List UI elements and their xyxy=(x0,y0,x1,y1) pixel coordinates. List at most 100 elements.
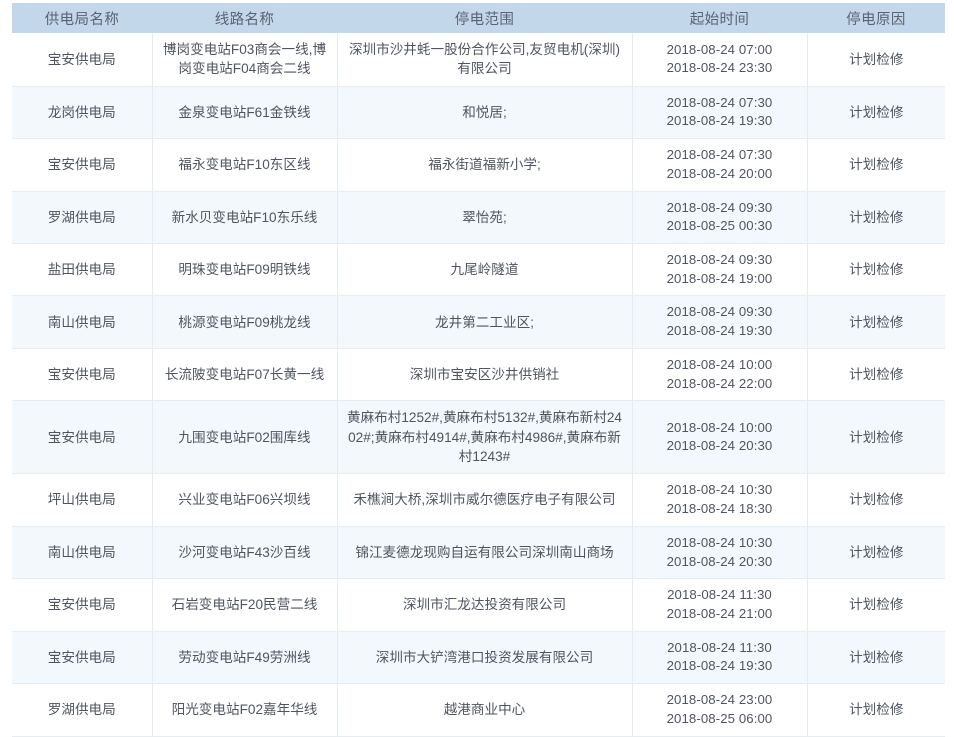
table-row: 坪山供电局 兴业变电站F06兴坝线 禾樵涧大桥,深圳市威尔德医疗电子有限公司 2018… xyxy=(12,473,945,527)
cell-reason: 计划检修 xyxy=(807,348,945,402)
cell-reason: 计划检修 xyxy=(807,683,945,737)
cell-time: 2018-08-24 11:30 2018-08-24 19:30 xyxy=(632,631,808,685)
cell-line: 博岗变电站F03商会一线,博岗变电站F04商会二线 xyxy=(152,33,338,87)
outage-end-time: 2018-08-24 22:00 xyxy=(666,375,773,391)
cell-line: 长流陂变电站F07长黄一线 xyxy=(152,348,338,402)
table-header: 供电局名称 线路名称 停电范围 起始时间 停电原因 xyxy=(12,3,945,33)
table-row: 宝安供电局 长流陂变电站F07长黄一线 深圳市宝安区沙井供销社 2018-08-24 … xyxy=(12,348,945,402)
outage-start-time: 2018-08-24 07:30 xyxy=(666,94,773,110)
cell-bureau: 盐田供电局 xyxy=(12,243,153,297)
outage-end-time: 2018-08-24 19:30 xyxy=(666,658,773,674)
cell-time: 2018-08-24 09:30 2018-08-25 00:30 xyxy=(632,191,808,245)
cell-bureau: 罗湖供电局 xyxy=(12,683,153,737)
cell-bureau: 宝安供电局 xyxy=(12,348,153,402)
outage-end-time: 2018-08-25 06:00 xyxy=(666,710,773,726)
cell-reason: 计划检修 xyxy=(807,86,945,140)
outage-end-time: 2018-08-24 20:30 xyxy=(666,553,773,569)
cell-line: 金泉变电站F61金铁线 xyxy=(152,86,338,140)
cell-reason: 计划检修 xyxy=(807,578,945,632)
cell-line: 新水贝变电站F10东乐线 xyxy=(152,191,338,245)
cell-bureau: 宝安供电局 xyxy=(12,33,153,87)
outage-start-time: 2018-08-24 23:00 xyxy=(666,692,773,708)
cell-bureau: 宝安供电局 xyxy=(12,631,153,685)
table-row: 南山供电局 沙河变电站F43沙百线 锦江麦德龙现购自运有限公司深圳南山商场 2018-… xyxy=(12,526,945,580)
outage-start-time: 2018-08-24 07:00 xyxy=(666,41,773,57)
cell-scope: 越港商业中心 xyxy=(337,683,633,737)
cell-scope: 黄麻布村1252#,黄麻布村5132#,黄麻布新村2402#;黄麻布村4914#… xyxy=(337,400,633,475)
cell-time: 2018-08-24 07:30 2018-08-24 19:30 xyxy=(632,86,808,140)
cell-time: 2018-08-24 23:00 2018-08-25 06:00 xyxy=(632,683,808,737)
cell-time: 2018-08-24 11:30 2018-08-24 21:00 xyxy=(632,578,808,632)
cell-bureau: 坪山供电局 xyxy=(12,473,153,527)
cell-scope: 福永街道福新小学; xyxy=(337,138,633,192)
cell-reason: 计划检修 xyxy=(807,138,945,192)
outage-end-time: 2018-08-25 00:30 xyxy=(666,218,773,234)
cell-line: 九围变电站F02围库线 xyxy=(152,400,338,475)
cell-bureau: 宝安供电局 xyxy=(12,138,153,192)
cell-reason: 计划检修 xyxy=(807,526,945,580)
cell-time: 2018-08-24 10:00 2018-08-24 22:00 xyxy=(632,348,808,402)
cell-scope: 九尾岭隧道 xyxy=(337,243,633,297)
cell-line: 阳光变电站F02嘉年华线 xyxy=(152,683,338,737)
outage-end-time: 2018-08-24 19:30 xyxy=(666,323,773,339)
outage-start-time: 2018-08-24 10:30 xyxy=(666,482,773,498)
outage-end-time: 2018-08-24 21:00 xyxy=(666,605,773,621)
outage-start-time: 2018-08-24 11:30 xyxy=(667,587,772,603)
cell-time: 2018-08-24 07:30 2018-08-24 20:00 xyxy=(632,138,808,192)
table-row: 宝安供电局 九围变电站F02围库线 黄麻布村1252#,黄麻布村5132#,黄麻布新… xyxy=(12,400,945,475)
table-row: 宝安供电局 福永变电站F10东区线 福永街道福新小学; 2018-08-24 07:3… xyxy=(12,138,945,192)
outage-end-time: 2018-08-24 20:30 xyxy=(666,438,773,454)
cell-bureau: 宝安供电局 xyxy=(12,400,153,475)
column-header-reason: 停电原因 xyxy=(807,3,945,33)
cell-reason: 计划检修 xyxy=(807,473,945,527)
cell-reason: 计划检修 xyxy=(807,631,945,685)
cell-time: 2018-08-24 07:00 2018-08-24 23:30 xyxy=(632,33,808,87)
cell-scope: 和悦居; xyxy=(337,86,633,140)
column-header-time: 起始时间 xyxy=(632,3,807,33)
outage-start-time: 2018-08-24 09:30 xyxy=(666,199,773,215)
table-row: 南山供电局 桃源变电站F09桃龙线 龙井第二工业区; 2018-08-24 09:30… xyxy=(12,295,945,349)
cell-scope: 翠怡苑; xyxy=(337,191,633,245)
outage-start-time: 2018-08-24 10:00 xyxy=(666,419,773,435)
cell-bureau: 南山供电局 xyxy=(12,526,153,580)
outage-end-time: 2018-08-24 19:00 xyxy=(666,270,773,286)
table-row: 盐田供电局 明珠变电站F09明铁线 九尾岭隧道 2018-08-24 09:30 201… xyxy=(12,243,945,297)
table-row: 罗湖供电局 新水贝变电站F10东乐线 翠怡苑; 2018-08-24 09:30 201… xyxy=(12,191,945,245)
cell-scope: 锦江麦德龙现购自运有限公司深圳南山商场 xyxy=(337,526,633,580)
cell-reason: 计划检修 xyxy=(807,400,945,475)
outage-start-time: 2018-08-24 10:00 xyxy=(666,356,773,372)
outage-start-time: 2018-08-24 09:30 xyxy=(666,252,773,267)
cell-reason: 计划检修 xyxy=(807,295,945,349)
table-row: 宝安供电局 石岩变电站F20民营二线 深圳市汇龙达投资有限公司 2018-08-24 … xyxy=(12,578,945,632)
column-header-scope: 停电范围 xyxy=(337,3,632,33)
table-row: 宝安供电局 劳动变电站F49劳洲线 深圳市大铲湾港口投资发展有限公司 2018-08-… xyxy=(12,631,945,685)
cell-line: 劳动变电站F49劳洲线 xyxy=(152,631,338,685)
cell-time: 2018-08-24 10:30 2018-08-24 18:30 xyxy=(632,473,808,527)
column-header-bureau: 供电局名称 xyxy=(12,3,152,33)
cell-line: 石岩变电站F20民营二线 xyxy=(152,578,338,632)
power-outage-table: 供电局名称 线路名称 停电范围 起始时间 停电原因 宝安供电局 博岗变电站F03商… xyxy=(12,3,945,737)
table-body: 宝安供电局 博岗变电站F03商会一线,博岗变电站F04商会二线 深圳市沙井蚝一股份合… xyxy=(12,33,945,737)
cell-line: 明珠变电站F09明铁线 xyxy=(152,243,338,297)
cell-reason: 计划检修 xyxy=(807,243,945,297)
cell-scope: 深圳市大铲湾港口投资发展有限公司 xyxy=(337,631,633,685)
cell-time: 2018-08-24 10:30 2018-08-24 20:30 xyxy=(632,526,808,580)
outage-end-time: 2018-08-24 23:30 xyxy=(666,60,773,76)
table-header-row: 供电局名称 线路名称 停电范围 起始时间 停电原因 xyxy=(12,3,945,33)
outage-end-time: 2018-08-24 19:30 xyxy=(666,113,773,129)
cell-bureau: 宝安供电局 xyxy=(12,578,153,632)
cell-line: 福永变电站F10东区线 xyxy=(152,138,338,192)
table-row: 宝安供电局 博岗变电站F03商会一线,博岗变电站F04商会二线 深圳市沙井蚝一股份合… xyxy=(12,33,945,87)
cell-time: 2018-08-24 09:30 2018-08-24 19:00 xyxy=(632,243,808,297)
outage-start-time: 2018-08-24 09:30 xyxy=(666,304,773,320)
outage-start-time: 2018-08-24 07:30 xyxy=(666,147,773,163)
column-header-line: 线路名称 xyxy=(152,3,337,33)
outage-start-time: 2018-08-24 10:30 xyxy=(666,534,773,550)
cell-line: 桃源变电站F09桃龙线 xyxy=(152,295,338,349)
cell-line: 兴业变电站F06兴坝线 xyxy=(152,473,338,527)
cell-scope: 深圳市沙井蚝一股份合作公司,友贸电机(深圳)有限公司 xyxy=(337,33,633,87)
table-row: 龙岗供电局 金泉变电站F61金铁线 和悦居; 2018-08-24 07:30 2018… xyxy=(12,86,945,140)
cell-bureau: 罗湖供电局 xyxy=(12,191,153,245)
power-outage-schedule-page: 供电局名称 线路名称 停电范围 起始时间 停电原因 宝安供电局 博岗变电站F03商… xyxy=(12,3,945,737)
cell-scope: 龙井第二工业区; xyxy=(337,295,633,349)
